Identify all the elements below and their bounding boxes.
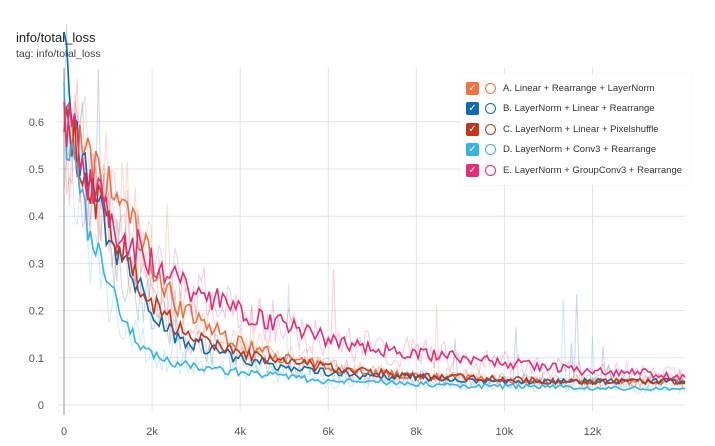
y-tick-label: 0.3	[29, 258, 44, 270]
x-tick-label: 12k	[584, 426, 602, 438]
y-tick-label: 0	[38, 400, 44, 412]
legend-item[interactable]: ✓ C. LayerNorm + Linear + Pixelshuffle	[466, 119, 682, 140]
series-line-d	[63, 82, 686, 392]
y-tick-label: 0.1	[29, 353, 44, 365]
checkbox-checked-icon[interactable]: ✓	[466, 102, 479, 116]
legend-label: E. LayerNorm + GroupConv3 + Rearrange	[503, 164, 683, 176]
legend-label: A. Linear + Rearrange + LayerNorm	[503, 82, 655, 94]
legend-item[interactable]: ✓ D. LayerNorm + Conv3 + Rearrange	[466, 140, 682, 161]
series-line-c	[63, 106, 686, 386]
checkbox-checked-icon[interactable]: ✓	[466, 81, 479, 95]
chart-tag: tag: info/total_loss	[16, 48, 101, 60]
legend-label: D. LayerNorm + Conv3 + Rearrange	[503, 144, 657, 156]
x-tick-label: 0	[61, 426, 67, 438]
radio-circle-icon[interactable]	[485, 123, 496, 135]
y-tick-label: 0.2	[29, 306, 44, 318]
radio-circle-icon[interactable]	[485, 103, 496, 115]
checkbox-checked-icon[interactable]: ✓	[466, 163, 479, 177]
x-tick-label: 6k	[322, 426, 334, 438]
y-tick-label: 0.4	[29, 211, 44, 223]
y-tick-label: 0.5	[29, 164, 44, 176]
radio-circle-icon[interactable]	[485, 164, 496, 176]
legend-item[interactable]: ✓ B. LayerNorm + Linear + Rearrange	[466, 99, 682, 120]
radio-circle-icon[interactable]	[485, 82, 496, 94]
radio-circle-icon[interactable]	[485, 144, 496, 156]
legend-item[interactable]: ✓ A. Linear + Rearrange + LayerNorm	[466, 78, 682, 99]
legend-label: B. LayerNorm + Linear + Rearrange	[503, 103, 655, 115]
y-tick-label: 0.6	[29, 117, 44, 129]
series-line-a	[63, 100, 686, 386]
checkbox-checked-icon[interactable]: ✓	[466, 122, 479, 136]
chart-title: info/total_loss	[16, 30, 96, 45]
raw-line-2	[63, 74, 686, 390]
x-tick-label: 10k	[496, 426, 514, 438]
series-line-e	[63, 102, 686, 382]
legend-label: C. LayerNorm + Linear + Pixelshuffle	[503, 123, 659, 135]
x-tick-label: 8k	[411, 426, 423, 438]
x-tick-label: 2k	[146, 426, 158, 438]
x-tick-label: 4k	[234, 426, 246, 438]
legend: ✓ A. Linear + Rearrange + LayerNorm ✓ B. La…	[460, 74, 691, 185]
raw-line-4	[63, 78, 686, 384]
checkbox-checked-icon[interactable]: ✓	[466, 143, 479, 157]
legend-item[interactable]: ✓ E. LayerNorm + GroupConv3 + Rearrange	[466, 160, 682, 181]
